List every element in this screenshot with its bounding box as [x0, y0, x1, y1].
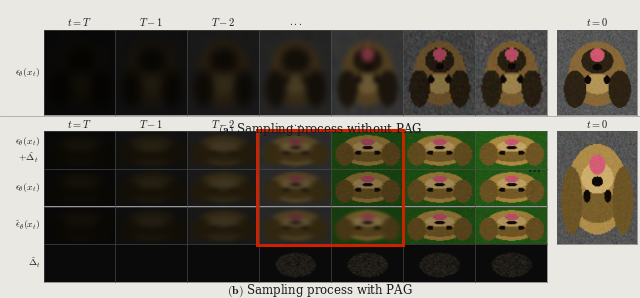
- Text: $...$: $...$: [289, 119, 302, 128]
- Text: $\epsilon_{\theta}(x_t)$
$+\hat{\Delta}_t$: $\epsilon_{\theta}(x_t)$ $+\hat{\Delta}_…: [15, 135, 40, 164]
- Text: $T-2$: $T-2$: [211, 16, 236, 28]
- Text: $\hat{\epsilon}_{\theta}(x_t)$: $\hat{\epsilon}_{\theta}(x_t)$: [15, 218, 40, 232]
- Text: $t=T$: $t=T$: [67, 118, 92, 130]
- Bar: [257, 130, 403, 245]
- Text: $t=0$: $t=0$: [586, 118, 608, 130]
- Text: ...: ...: [528, 162, 541, 175]
- Text: $\hat{\Delta}_t$: $\hat{\Delta}_t$: [28, 256, 40, 270]
- Text: $t=T$: $t=T$: [67, 16, 92, 28]
- Text: $T-1$: $T-1$: [140, 16, 164, 28]
- Text: $T-2$: $T-2$: [211, 118, 236, 130]
- Text: $\epsilon_{\theta}(x_t)$: $\epsilon_{\theta}(x_t)$: [15, 66, 40, 79]
- Text: $T-1$: $T-1$: [140, 118, 164, 130]
- Text: $\mathbf{(a)}$ Sampling process without PAG: $\mathbf{(a)}$ Sampling process without …: [218, 122, 422, 138]
- Text: $\mathbf{(b)}$ Sampling process with PAG: $\mathbf{(b)}$ Sampling process with PAG: [227, 283, 413, 298]
- Text: ...: ...: [528, 66, 541, 79]
- Text: $t=0$: $t=0$: [586, 16, 608, 28]
- Text: $\epsilon_{\theta}(x_t)$: $\epsilon_{\theta}(x_t)$: [15, 181, 40, 194]
- Text: $...$: $...$: [289, 18, 302, 27]
